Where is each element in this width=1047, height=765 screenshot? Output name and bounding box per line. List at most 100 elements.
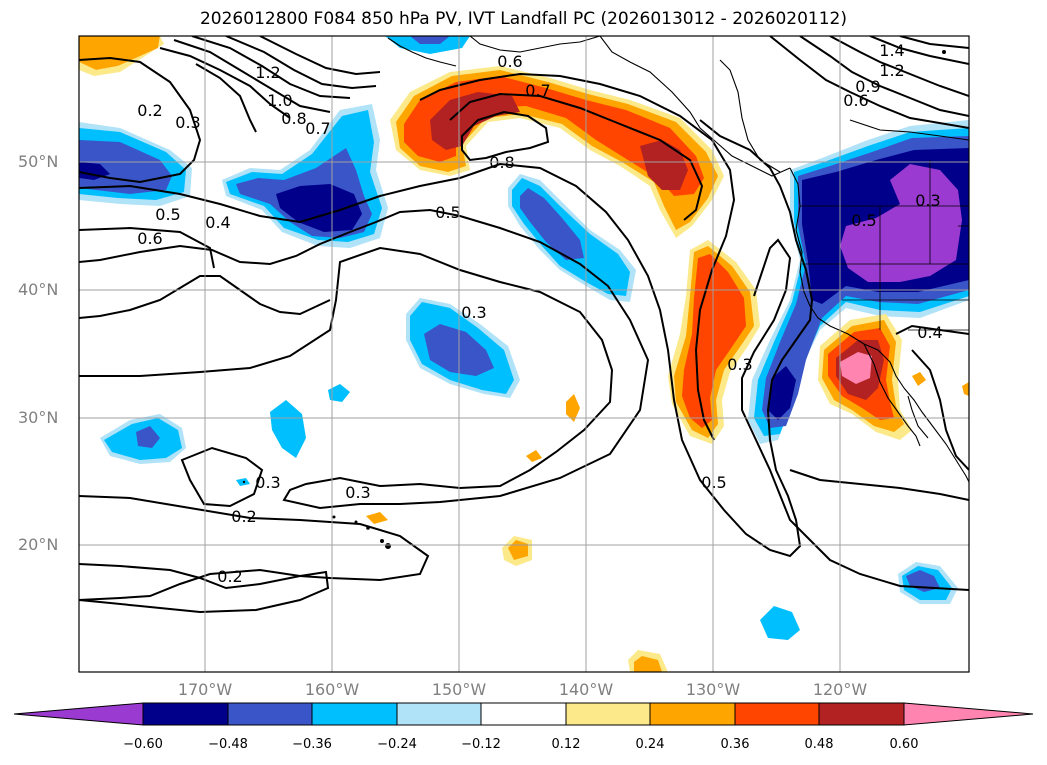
- contour-03-right: [911, 349, 969, 471]
- shade-small-3c: [136, 426, 160, 448]
- contour-07: [449, 92, 704, 221]
- contour-label-03b: 0.3: [175, 113, 200, 132]
- contour-03-lower: [180, 446, 264, 508]
- contour-label-03f: 0.3: [345, 483, 370, 502]
- contour-label-02a: 0.2: [137, 101, 162, 120]
- shade-top-darkblue: [410, 36, 450, 44]
- contour-label-10a: 1.0: [267, 91, 292, 110]
- coast-mexico: [903, 387, 969, 483]
- colorbar-label: −0.24: [377, 737, 417, 752]
- contour-label-07: 0.7: [525, 81, 550, 100]
- contour-label-03c: 0.3: [915, 191, 940, 210]
- contour-upper-right-2: [799, 36, 969, 117]
- colorbar-bin-n036: [227, 702, 313, 726]
- map-title: 2026012800 F084 850 hPa PV, IVT Landfall…: [199, 9, 847, 29]
- contour-label-03d: 0.3: [727, 355, 752, 374]
- shade-coast-darkblue2: [768, 366, 796, 420]
- colorbar-extend-right: [903, 702, 1034, 726]
- coast-alaska-panhandle: [599, 36, 791, 177]
- shade-nw-orange: [79, 36, 160, 70]
- contour-06: [79, 56, 202, 184]
- shade-streak-blue: [520, 188, 584, 260]
- contour-label-02b: 0.2: [231, 507, 256, 526]
- contour-06-top: [419, 72, 736, 441]
- lat-tick-30: 30°N: [18, 408, 59, 427]
- shade-arc-darkred: [430, 92, 520, 150]
- contour-label-08b: 0.8: [281, 109, 306, 128]
- colorbar-extend-left: [13, 702, 144, 726]
- contour-14-left: [259, 36, 381, 76]
- contour-label-09: 0.9: [855, 77, 880, 96]
- contour-05: [79, 119, 814, 558]
- contour-label-14: 1.4: [879, 41, 904, 60]
- colorbar-bin-zero: [480, 702, 567, 726]
- colorbar-bin-n048: [142, 702, 229, 726]
- shade-small-2: [328, 384, 350, 402]
- contour-label-group: 0.6 0.7 0.8 0.5 0.3 0.4 0.5 0.2 0.6 0.3 …: [137, 41, 942, 586]
- lon-tick-150w: 150°W: [431, 680, 487, 699]
- coast-alaska-gulf: [469, 36, 601, 53]
- map-frame: [78, 35, 970, 673]
- lon-tick-170w: 170°W: [177, 680, 233, 699]
- contour-08: [461, 110, 550, 162]
- contour-label-07b: 0.7: [305, 119, 330, 138]
- shade-small-10b: [634, 656, 662, 672]
- contour-upper-right-5: [899, 36, 969, 49]
- contour-02-south: [79, 495, 430, 601]
- colorbar-label: −0.60: [123, 737, 163, 752]
- coast-aleutians: [387, 37, 457, 67]
- lon-tick-140w: 140°W: [558, 680, 614, 699]
- colorbar-bin-n024: [311, 702, 398, 726]
- contour-label-03e: 0.3: [255, 473, 280, 492]
- contour-label-12b: 1.2: [879, 61, 904, 80]
- contour-label-12a: 1.2: [255, 63, 280, 82]
- shade-arc-darkred2: [640, 140, 688, 190]
- contour-02-b: [79, 563, 330, 614]
- contour-label-05b: 0.5: [155, 205, 180, 224]
- shading-layer: [79, 36, 969, 672]
- shade-baja-pink: [840, 352, 872, 384]
- lat-tick-50: 50°N: [18, 152, 59, 171]
- shade-cw-darkblue: [276, 184, 362, 232]
- colorbar-bin-p024: [649, 702, 736, 726]
- contour-upper-right-3: [769, 36, 969, 129]
- contour-04-right: [895, 324, 969, 335]
- shade-small-4: [566, 394, 580, 422]
- shade-nw-yellow: [79, 36, 164, 76]
- shade-small-9: [760, 606, 800, 640]
- lat-tick-40: 40°N: [18, 280, 59, 299]
- colorbar-label: 0.60: [889, 737, 919, 752]
- contour-label-03a: 0.3: [461, 303, 486, 322]
- coast-westus: [789, 167, 905, 389]
- lon-tick-120w: 120°W: [812, 680, 868, 699]
- contour-upper-right-4: [869, 36, 969, 65]
- lat-tick-20: 20°N: [18, 535, 59, 554]
- contour-mid-left: [79, 275, 331, 319]
- shade-small-1: [270, 400, 306, 458]
- pv-contours: [79, 36, 969, 614]
- lon-tick-130w: 130°W: [685, 680, 741, 699]
- shade-small-12: [962, 382, 969, 396]
- colorbar-bin-p048: [818, 702, 905, 726]
- contour-10-left: [191, 36, 351, 99]
- contour-label-06: 0.6: [497, 52, 522, 71]
- contour-03-big: [79, 208, 650, 510]
- contour-12-left: [225, 36, 377, 90]
- colorbar-bin-n012: [396, 702, 482, 726]
- contour-upper-right-1: [829, 36, 969, 97]
- colorbar-bin-p036: [734, 702, 820, 726]
- shade-coast-purple: [840, 164, 962, 282]
- contour-label-06b: 0.6: [137, 229, 162, 248]
- contour-04-left: [79, 226, 215, 269]
- coast-canada-east: [849, 119, 969, 141]
- shade-small-5: [526, 450, 542, 462]
- contour-label-02c: 0.2: [217, 567, 242, 586]
- contour-05-right: [789, 469, 969, 501]
- coast-baja: [863, 343, 921, 447]
- contour-09-left: [173, 39, 331, 113]
- contour-label-06c: 0.6: [843, 91, 868, 110]
- lon-tick-160w: 160°W: [304, 680, 360, 699]
- colorbar-label: −0.12: [461, 737, 501, 752]
- shade-small-11: [912, 372, 926, 386]
